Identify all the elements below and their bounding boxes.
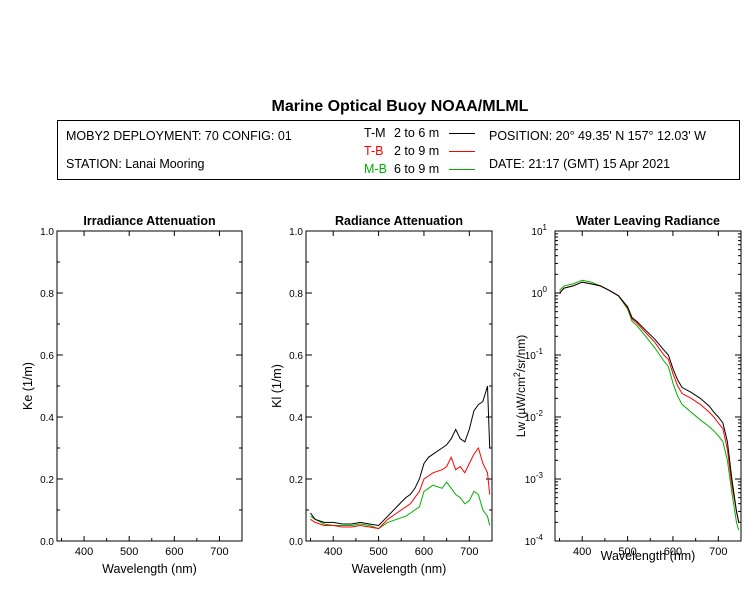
y-tick-label: 0.6	[40, 351, 54, 362]
x-axis-label: Wavelength (nm)	[102, 562, 197, 576]
series-line-m-b	[559, 279, 740, 531]
y-tick-label: 1.0	[289, 227, 303, 238]
y-tick-label: 101	[531, 223, 547, 238]
y-tick-label: 1.0	[40, 227, 54, 238]
x-tick-label: 600	[415, 546, 433, 558]
series-line-t-b	[559, 281, 740, 523]
legend-line-tm	[449, 133, 475, 134]
series-line-t-m	[310, 385, 491, 527]
info-box: MOBY2 DEPLOYMENT: 70 CONFIG: 01 STATION:…	[57, 120, 740, 180]
x-tick-label: 700	[460, 546, 478, 558]
legend-label-mb: M-B	[364, 162, 387, 176]
plot-frame	[305, 230, 493, 542]
x-tick-label: 700	[210, 546, 228, 558]
panel-title: Irradiance Attenuation	[83, 214, 215, 228]
legend-line-mb	[449, 169, 475, 170]
x-tick-label: 500	[618, 546, 636, 558]
deployment-label: MOBY2 DEPLOYMENT: 70 CONFIG: 01	[66, 129, 292, 143]
y-tick-label: 0.0	[40, 537, 54, 548]
chart-title: Marine Optical Buoy NOAA/MLML	[271, 98, 529, 115]
x-tick-label: 400	[573, 546, 591, 558]
x-axis-label: Wavelength (nm)	[601, 549, 696, 563]
y-tick-label: 0.2	[289, 475, 303, 486]
x-tick-label: 500	[369, 546, 387, 558]
y-tick-label: 0.4	[289, 413, 303, 424]
x-tick-label: 400	[75, 546, 93, 558]
x-tick-label: 400	[324, 546, 342, 558]
legend-label-tm: T-M	[364, 126, 386, 140]
series-line-m-b	[310, 481, 491, 530]
legend-range-tb: 2 to 9 m	[394, 144, 440, 158]
y-axis-label: Kl (1/m)	[270, 364, 284, 408]
x-tick-label: 700	[709, 546, 727, 558]
x-tick-label: 600	[664, 546, 682, 558]
y-tick-label: 0.2	[40, 475, 54, 486]
y-tick-label: 0.4	[40, 413, 54, 424]
legend-label-tb: T-B	[364, 144, 384, 158]
y-tick-label: 0.0	[289, 537, 303, 548]
series-line-t-m	[559, 281, 740, 523]
plot-frame	[56, 230, 243, 542]
legend-range-mb: 6 to 9 m	[394, 162, 440, 176]
series-line-t-b	[310, 446, 491, 530]
y-tick-label: 0.6	[289, 351, 303, 362]
plot-frame	[554, 230, 742, 542]
y-tick-label: 10-2	[525, 409, 544, 424]
station-label: STATION: Lanai Mooring	[66, 157, 205, 171]
date-label: DATE: 21:17 (GMT) 15 Apr 2021	[489, 157, 671, 171]
legend-range-tm: 2 to 6 m	[394, 126, 440, 140]
x-tick-label: 500	[120, 546, 138, 558]
y-tick-label: 10-3	[525, 471, 544, 486]
y-axis-label: Ke (1/m)	[21, 362, 35, 410]
x-tick-label: 600	[165, 546, 183, 558]
y-tick-label: 0.8	[40, 289, 54, 300]
legend-line-tb	[449, 151, 475, 152]
y-tick-label: 100	[531, 285, 547, 300]
y-tick-label: 10-4	[525, 533, 544, 548]
position-label: POSITION: 20° 49.35' N 157° 12.03' W	[489, 129, 706, 143]
y-axis-label: Lw (µW/cm2/sr/nm)	[512, 335, 528, 438]
y-tick-label: 0.8	[289, 289, 303, 300]
panel-title: Water Leaving Radiance	[576, 214, 720, 228]
panel-title: Radiance Attenuation	[335, 214, 463, 228]
y-tick-label: 10-1	[525, 347, 544, 362]
x-axis-label: Wavelength (nm)	[352, 562, 447, 576]
